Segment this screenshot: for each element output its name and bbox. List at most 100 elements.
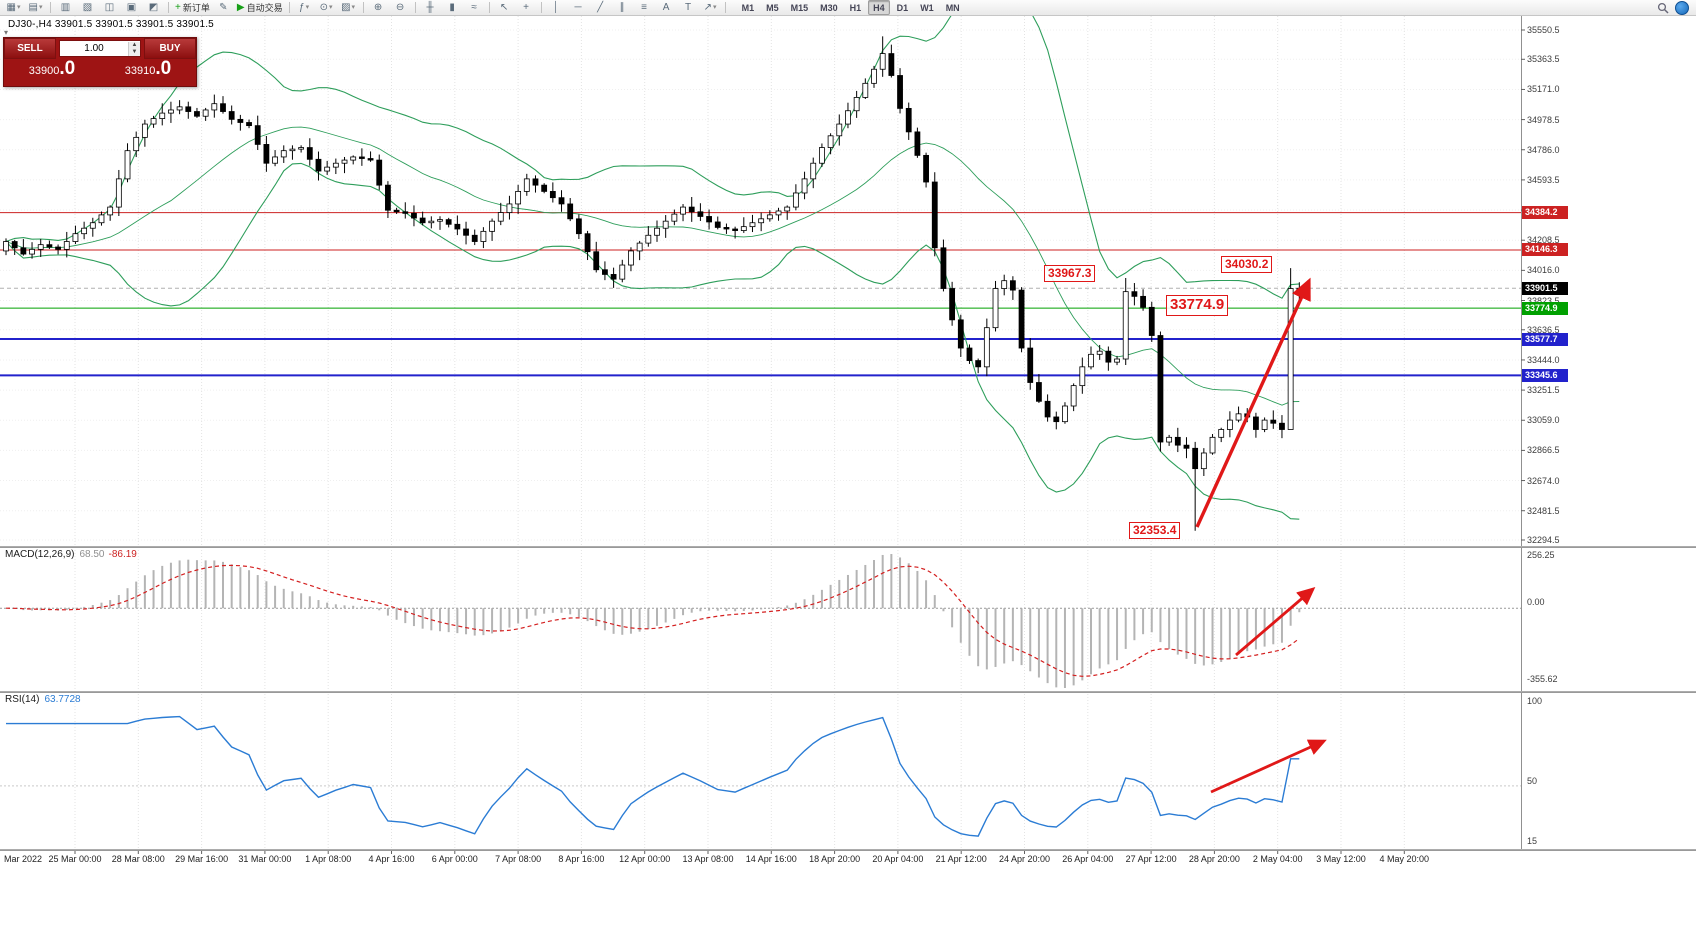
- arrows-tool-button[interactable]: ↗ ▾: [700, 1, 721, 15]
- time-axis-label: 2 May 04:00: [1252, 854, 1303, 864]
- indicators-dropdown-icon[interactable]: ▾: [305, 3, 310, 11]
- price-axis-label: 34978.5: [1527, 114, 1560, 125]
- rsi-value: 63.7728: [44, 694, 81, 705]
- price-annotation[interactable]: 33774.9: [1166, 295, 1229, 316]
- metaeditor-button[interactable]: ✎: [213, 1, 234, 15]
- trendline-button[interactable]: ╱: [590, 1, 611, 15]
- templates-icon: ▨: [341, 1, 351, 13]
- price-axis-label: 33444.0: [1527, 354, 1560, 365]
- indicators-button[interactable]: ƒ ▾: [294, 1, 315, 15]
- strategy-tester-button[interactable]: ◩: [143, 1, 164, 15]
- new-order-button[interactable]: + 新订单: [173, 1, 212, 15]
- periods-dropdown-icon[interactable]: ▾: [329, 3, 333, 11]
- bars-chart-button[interactable]: ╫: [420, 1, 441, 15]
- navigator-button[interactable]: ◫: [99, 1, 120, 15]
- line-chart-button[interactable]: ≈: [464, 1, 485, 15]
- timeframe-m1-button[interactable]: M1: [741, 2, 755, 13]
- templates-button[interactable]: ▨ ▾: [338, 1, 359, 15]
- timeframe-h4-button[interactable]: H4: [868, 0, 890, 15]
- volume-input[interactable]: [60, 43, 128, 54]
- time-axis-label: 25 Mar 00:00: [48, 854, 102, 864]
- market-watch-icon: ▥: [60, 1, 71, 13]
- terminal-icon: ▣: [126, 1, 137, 13]
- toolbar-separator: [168, 2, 169, 13]
- buy-price[interactable]: 33910.0: [100, 59, 196, 86]
- time-axis-label: 4 Apr 16:00: [368, 854, 415, 864]
- text-icon: A: [662, 1, 670, 13]
- new-chart-icon: ▦: [6, 1, 16, 13]
- time-axis-label: 24 Apr 20:00: [998, 854, 1051, 864]
- line-chart-icon: ≈: [471, 1, 477, 13]
- autotrading-icon: ▶: [236, 1, 245, 13]
- price-annotation[interactable]: 33967.3: [1044, 265, 1096, 282]
- panel-separator-macd[interactable]: [0, 546, 1696, 548]
- channel-button[interactable]: ∥: [612, 1, 633, 15]
- time-axis-label: 14 Apr 16:00: [745, 854, 797, 864]
- timeframe-h1-button[interactable]: H1: [849, 2, 862, 13]
- price-axis[interactable]: [1521, 16, 1696, 849]
- periods-button[interactable]: ⊙ ▾: [316, 1, 337, 15]
- toolbar-separator: [724, 2, 726, 13]
- volume-up-button[interactable]: ▲: [129, 41, 140, 49]
- one-click-collapse-button[interactable]: ▾: [4, 28, 9, 37]
- profiles-button[interactable]: ▤ ▾: [25, 1, 46, 15]
- new-chart-dropdown-icon[interactable]: ▾: [16, 3, 21, 11]
- time-axis-label: Mar 2022: [4, 854, 43, 864]
- channel-icon: ∥: [619, 1, 625, 13]
- sell-button[interactable]: SELL: [4, 38, 56, 59]
- cursor-icon: ↖: [499, 1, 509, 13]
- horizontal-line-icon: ─: [574, 1, 582, 13]
- timeframe-m5-button[interactable]: M5: [766, 2, 779, 13]
- rsi-scale-top: 100: [1527, 696, 1543, 706]
- panel-separator-rsi[interactable]: [0, 691, 1696, 693]
- zoom-in-icon: ⊕: [373, 1, 383, 13]
- panel-separator-timeaxis[interactable]: [0, 849, 1696, 851]
- fibonacci-button[interactable]: ≡: [634, 1, 655, 15]
- timeframe-d1-button[interactable]: D1: [896, 2, 909, 13]
- terminal-button[interactable]: ▣: [121, 1, 142, 15]
- time-axis-label: 20 Apr 04:00: [872, 854, 924, 864]
- market-watch-button[interactable]: ▥: [55, 1, 76, 15]
- price-axis-label: 34208.5: [1527, 235, 1560, 246]
- zoom-in-button[interactable]: ⊕: [368, 1, 389, 15]
- timeframe-m15-button[interactable]: M15: [790, 2, 809, 13]
- new-chart-button[interactable]: ▦ ▾: [3, 1, 24, 15]
- price-axis-label: 33823.5: [1527, 295, 1560, 306]
- data-window-button[interactable]: ▧: [77, 1, 98, 15]
- cursor-button[interactable]: ↖: [494, 1, 515, 15]
- arrows-tool-dropdown-icon[interactable]: ▾: [713, 3, 717, 11]
- price-annotation[interactable]: 32353.4: [1129, 522, 1181, 539]
- price-tag-green: 33774.9: [1522, 301, 1568, 315]
- time-axis-label: 26 Apr 04:00: [1062, 854, 1114, 864]
- toolbar-separator: [488, 2, 490, 13]
- toolbar-separator: [540, 2, 542, 13]
- buy-button[interactable]: BUY: [144, 38, 196, 59]
- price-axis-label: 32294.5: [1527, 535, 1560, 545]
- candles-chart-button[interactable]: ▮: [442, 1, 463, 15]
- time-axis-label: 31 Mar 00:00: [238, 854, 292, 864]
- profiles-dropdown-icon[interactable]: ▾: [38, 3, 43, 11]
- vertical-line-button[interactable]: │: [546, 1, 567, 15]
- templates-dropdown-icon[interactable]: ▾: [351, 3, 356, 11]
- new-order-label: 新订单: [182, 2, 210, 13]
- macd-scale-zero: 0.00: [1527, 597, 1545, 608]
- timeframe-w1-button[interactable]: W1: [920, 2, 934, 13]
- text-label-button[interactable]: T: [678, 1, 699, 15]
- time-axis-label: 13 Apr 08:00: [682, 854, 734, 864]
- strategy-tester-icon: ◩: [148, 1, 159, 13]
- timeframe-m30-button[interactable]: M30: [820, 2, 838, 13]
- horizontal-line-button[interactable]: ─: [568, 1, 589, 15]
- search-icon[interactable]: [1657, 2, 1669, 14]
- crosshair-button[interactable]: +: [516, 1, 537, 15]
- price-axis-label: 33636.5: [1527, 324, 1560, 335]
- zoom-out-button[interactable]: ⊖: [390, 1, 411, 15]
- price-axis-label: 32674.0: [1527, 475, 1560, 486]
- price-annotation[interactable]: 34030.2: [1221, 256, 1273, 273]
- volume-down-button[interactable]: ▼: [129, 48, 140, 56]
- time-axis-label: 8 Apr 16:00: [558, 854, 605, 864]
- text-button[interactable]: A: [656, 1, 677, 15]
- sell-price[interactable]: 33900.0: [4, 59, 100, 86]
- autotrading-button[interactable]: ▶ 自动交易: [235, 1, 285, 15]
- timeframe-mn-button[interactable]: MN: [945, 2, 960, 13]
